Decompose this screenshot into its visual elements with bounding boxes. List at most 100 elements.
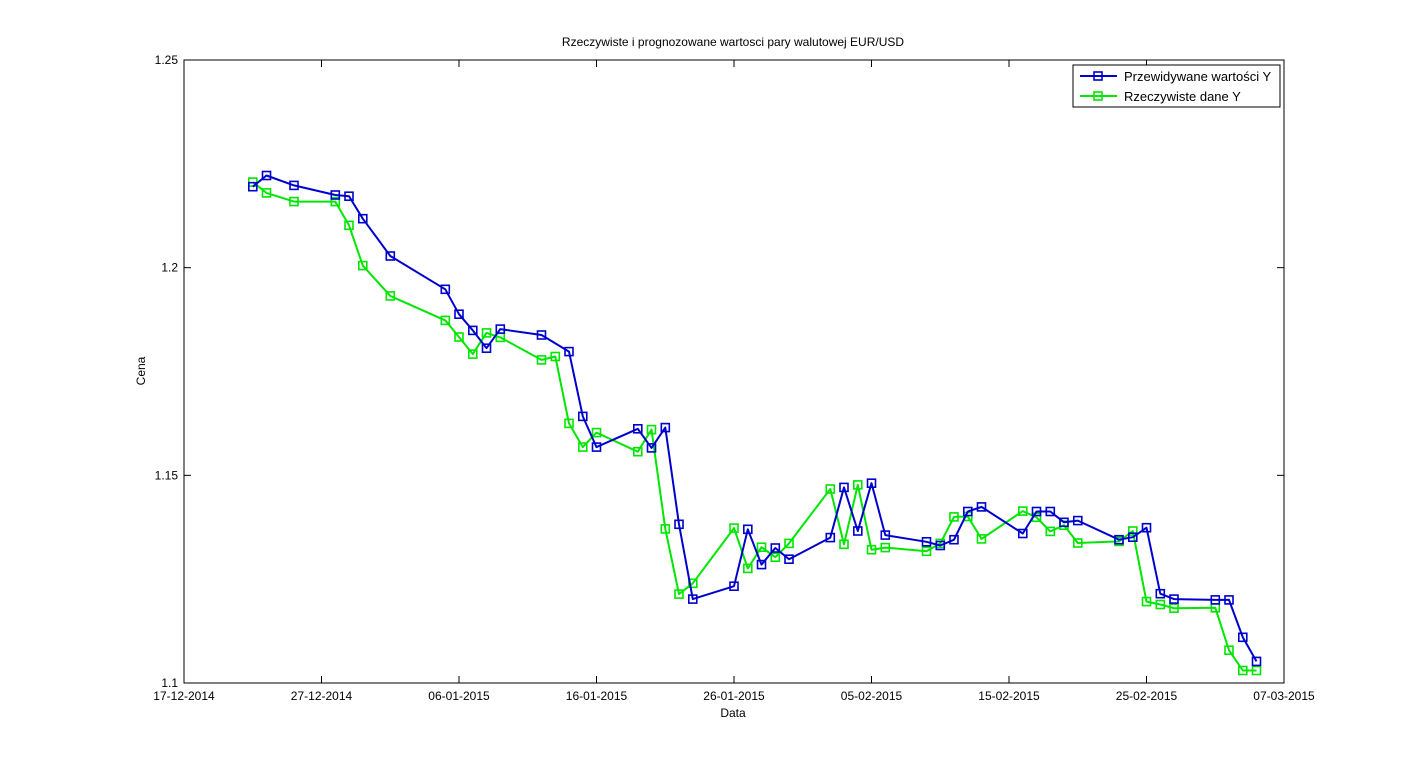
data-point xyxy=(1128,532,1138,543)
data-point xyxy=(660,422,671,433)
data-point xyxy=(564,346,574,357)
y-tick-label: 1.2 xyxy=(161,261,178,275)
data-point xyxy=(564,418,574,429)
data-point xyxy=(385,291,396,301)
data-point xyxy=(1031,506,1042,517)
data-point xyxy=(742,524,753,535)
data-point xyxy=(440,284,451,295)
data-point xyxy=(440,315,451,326)
data-point xyxy=(1141,596,1152,607)
data-point xyxy=(1251,665,1262,676)
data-point xyxy=(687,578,698,589)
x-tick-label: 26-01-2015 xyxy=(703,689,765,703)
data-point xyxy=(261,170,272,181)
data-point xyxy=(467,349,478,359)
data-point xyxy=(289,180,299,191)
data-point xyxy=(962,506,973,517)
data-point xyxy=(1059,517,1069,528)
x-tick-label: 16-01-2015 xyxy=(566,689,628,703)
data-point xyxy=(1238,665,1248,676)
data-point xyxy=(1155,599,1166,610)
x-tick-label: 07-03-2015 xyxy=(1253,689,1315,703)
data-point xyxy=(1169,603,1179,614)
y-tick-label: 1.25 xyxy=(155,53,179,67)
data-point xyxy=(646,443,657,453)
data-point xyxy=(756,542,767,553)
data-point xyxy=(866,544,877,555)
data-point xyxy=(742,563,753,574)
data-point xyxy=(1045,506,1056,517)
legend-label-actual: Rzeczywiste dane Y xyxy=(1124,89,1241,104)
data-point xyxy=(1073,538,1083,548)
data-point xyxy=(495,324,506,334)
data-point xyxy=(935,540,946,551)
legend: Przewidywane wartości Y Rzeczywiste dane… xyxy=(1072,64,1281,108)
data-point xyxy=(921,536,932,547)
data-point xyxy=(577,411,588,422)
data-point xyxy=(949,512,959,522)
data-point xyxy=(976,502,987,512)
y-axis-label: Cena xyxy=(134,356,148,385)
data-point xyxy=(1251,656,1262,667)
data-point xyxy=(784,538,794,549)
data-point xyxy=(344,191,354,201)
legend-marker-predicted xyxy=(1093,71,1103,81)
data-point xyxy=(729,581,739,592)
series-line xyxy=(252,181,1257,672)
data-point xyxy=(976,534,987,544)
data-point xyxy=(660,524,671,534)
data-point xyxy=(357,260,368,271)
data-point xyxy=(839,482,849,493)
chart-title: Rzeczywiste i prognozowane wartosci pary… xyxy=(562,35,904,49)
data-point xyxy=(756,559,767,570)
data-point xyxy=(1017,506,1028,516)
series-line xyxy=(252,174,1258,662)
data-point xyxy=(646,424,657,435)
data-point xyxy=(852,526,863,536)
data-point xyxy=(825,484,836,494)
x-tick-label: 05-02-2015 xyxy=(841,689,903,703)
data-point xyxy=(880,530,891,540)
data-point xyxy=(921,546,932,557)
data-point xyxy=(1114,534,1124,545)
axis-ticks: 17-12-2014 27-12-2014 06-01-2015 16-01-2015… xyxy=(153,53,1315,703)
data-point xyxy=(1224,645,1234,656)
data-point xyxy=(866,478,877,489)
y-tick-label: 1.1 xyxy=(161,676,178,690)
data-point xyxy=(632,446,643,457)
data-point xyxy=(1141,522,1152,533)
x-tick-label: 17-12-2014 xyxy=(153,689,215,703)
data-point xyxy=(784,554,794,565)
data-point xyxy=(481,328,492,338)
data-point xyxy=(729,523,739,533)
data-point xyxy=(1073,515,1083,526)
legend-label-predicted: Przewidywane wartości Y xyxy=(1124,69,1271,84)
series-layer xyxy=(248,170,1262,676)
data-point xyxy=(536,355,547,365)
data-point xyxy=(454,309,464,320)
data-point xyxy=(577,442,588,452)
data-point xyxy=(248,181,258,192)
data-point xyxy=(852,480,863,490)
x-axis-label: Data xyxy=(720,706,746,720)
data-point xyxy=(1238,632,1248,643)
x-tick-label: 06-01-2015 xyxy=(428,689,490,703)
data-point xyxy=(357,213,368,224)
data-point xyxy=(1128,526,1138,536)
data-point xyxy=(591,442,602,452)
x-tick-label: 25-02-2015 xyxy=(1116,689,1178,703)
data-point xyxy=(289,196,299,207)
data-point xyxy=(825,532,836,543)
data-point xyxy=(344,220,354,231)
data-point xyxy=(770,552,781,563)
data-point xyxy=(1169,594,1179,604)
plot-area xyxy=(183,59,1285,684)
data-point xyxy=(261,188,272,198)
data-point xyxy=(1210,595,1221,605)
data-point xyxy=(1224,595,1234,605)
data-point xyxy=(385,251,396,261)
data-point xyxy=(839,539,849,550)
data-point xyxy=(1017,528,1028,539)
legend-marker-actual xyxy=(1093,91,1103,101)
